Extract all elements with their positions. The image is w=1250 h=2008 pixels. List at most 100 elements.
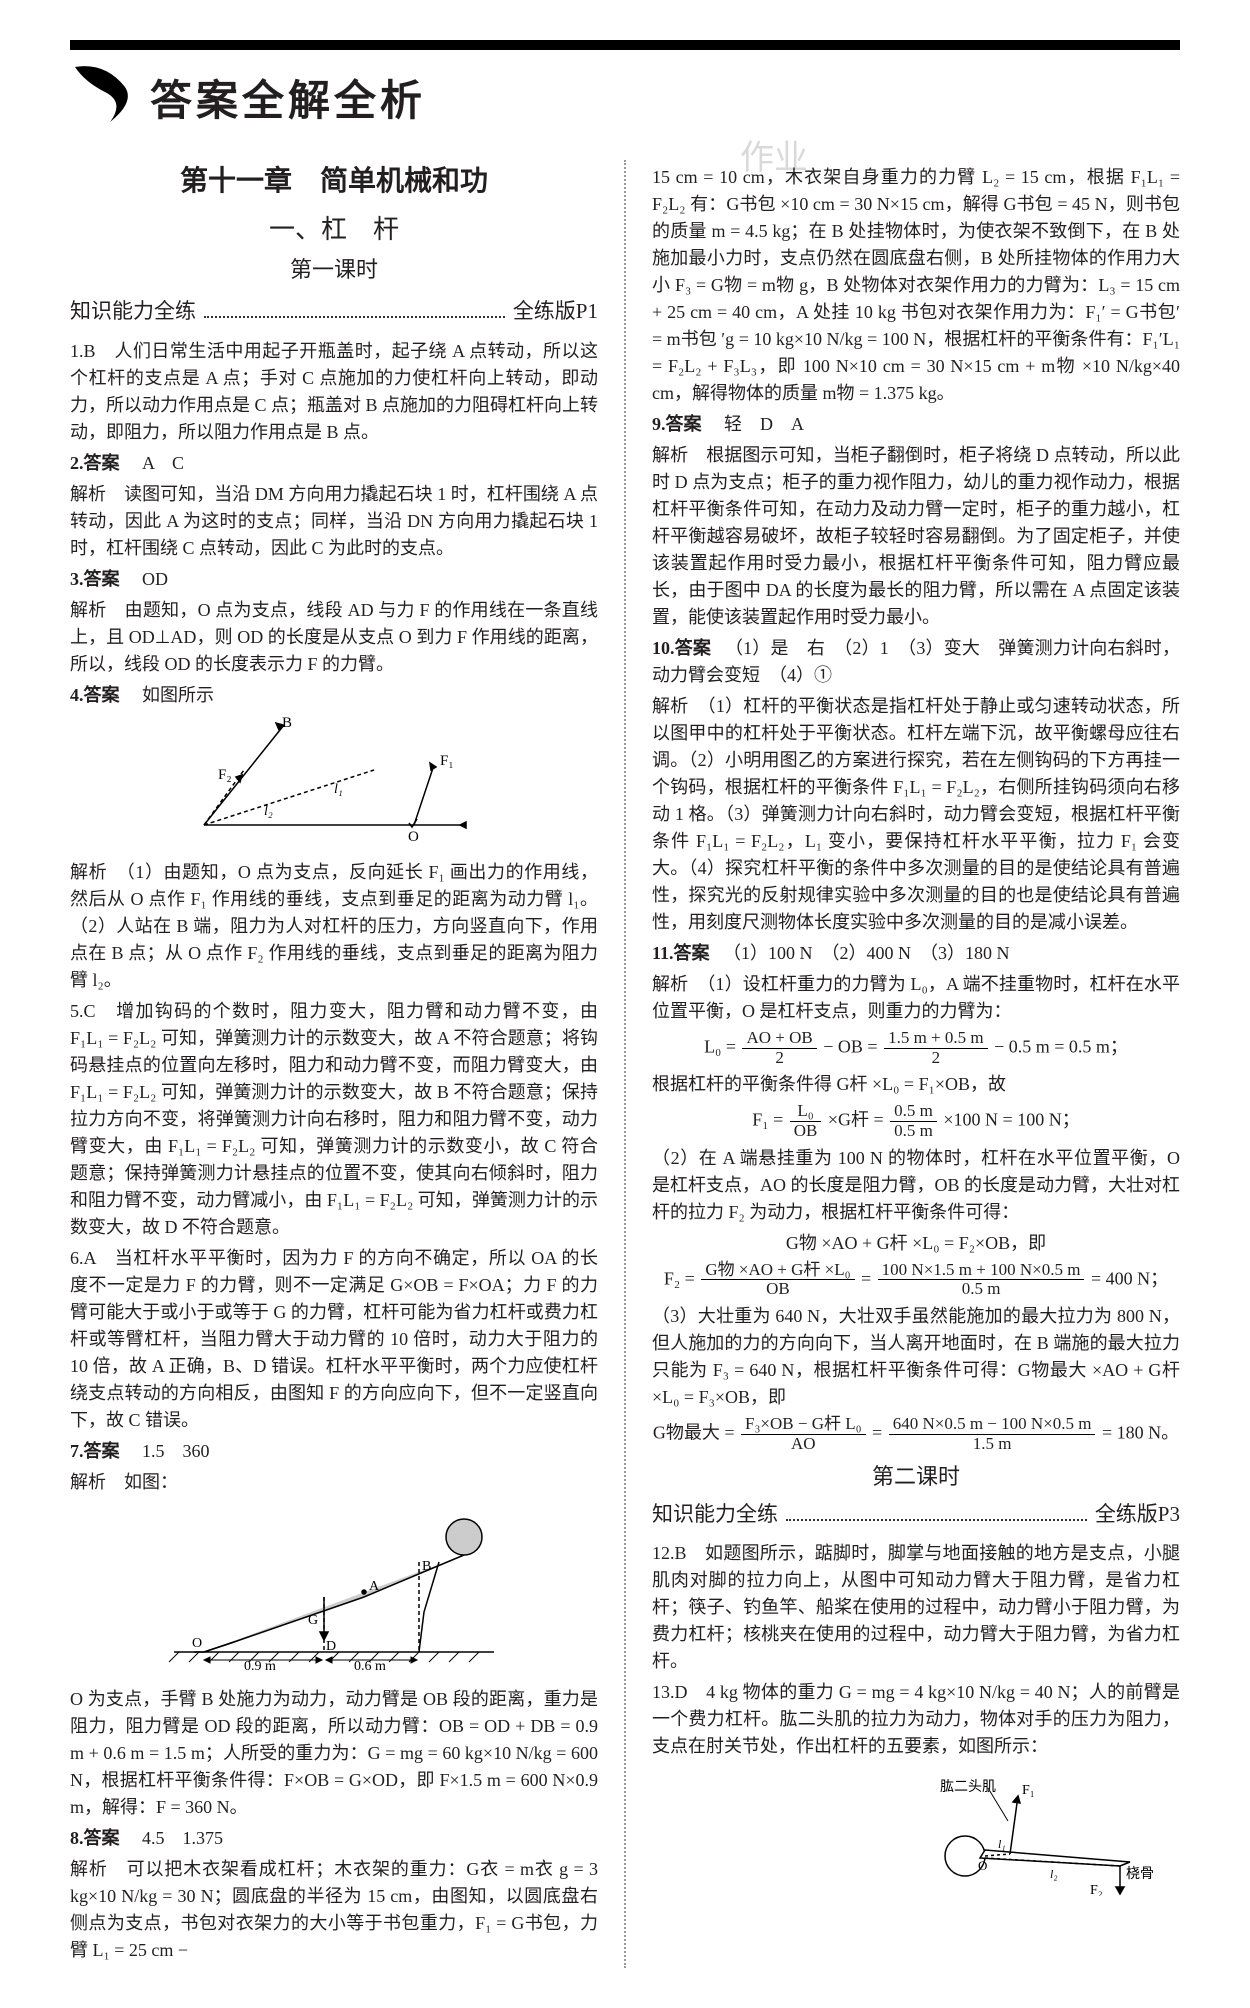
eq-lhs: F₁ = (752, 1110, 787, 1130)
frac-den: 1.5 m (889, 1435, 1096, 1454)
q10-exp: 解析 （1）杠杆的平衡状态是指杠杆处于静止或匀速转动状态，所以图甲中的杠杆处于平… (652, 693, 1180, 936)
q11-exp4: （3）大壮重为 640 N，大壮双手虽然能施加的最大拉力为 800 N，但人施加… (652, 1303, 1180, 1411)
frac-num: F₃×OB − G杆 L₀ (741, 1415, 866, 1435)
eq-tail: ×100 N = 100 N； (943, 1110, 1079, 1130)
label-l2: l₂ (264, 804, 273, 819)
eq-lhs: F₂ = (664, 1268, 699, 1288)
answer-label: 7.答案 (70, 1441, 120, 1461)
q1: 1.B 人们日常生活中用起子开瓶盖时，起子绕 A 点转动，所以这个杠杆的支点是 … (70, 338, 598, 446)
radius-bone-label: 桡骨 (1126, 1866, 1154, 1882)
q9-ans: 9.答案 轻 D A (652, 411, 1180, 438)
frac-den: 2 (742, 1049, 816, 1068)
q11-eq4: F₂ = G物 ×AO + G杆 ×L₀ OB = 100 N×1.5 m + … (652, 1261, 1180, 1299)
fraction: 640 N×0.5 m − 100 N×0.5 m 1.5 m (889, 1415, 1096, 1453)
answer-label: 4.答案 (70, 685, 120, 705)
ability-ref: 全练版P3 (1095, 1499, 1180, 1531)
swoosh-icon (70, 62, 140, 132)
frac-num: AO + OB (742, 1029, 816, 1049)
fraction: 1.5 m + 0.5 m 2 (884, 1029, 988, 1067)
dim-0.6: 0.6 m (354, 1659, 386, 1672)
answer-value: 轻 D A (724, 414, 804, 434)
lesson2-heading: 第二课时 (652, 1460, 1180, 1493)
eq-mid: = (872, 1422, 887, 1442)
answer-value: 如图所示 (142, 685, 214, 705)
frac-den: OB (790, 1122, 822, 1141)
q7-exp: O 为支点，手臂 B 处施力为动力，动力臂是 OB 段的距离，重力是阻力，阻力臂… (70, 1686, 598, 1821)
q11-exp2: 根据杠杆的平衡条件得 G杆 ×L₀ = F₁×OB，故 (652, 1071, 1180, 1098)
frac-den: 2 (884, 1049, 988, 1068)
label-G: G (308, 1613, 318, 1628)
q11-eq2: F₁ = L₀ OB ×G杆 = 0.5 m 0.5 m ×100 N = 10… (652, 1102, 1180, 1140)
answer-label: 11.答案 (652, 943, 710, 963)
answer-value: A C (142, 453, 184, 473)
label-D: D (326, 1639, 336, 1654)
q11-eq1: L₀ = AO + OB 2 − OB = 1.5 m + 0.5 m 2 − … (652, 1029, 1180, 1067)
eq-lhs: G物最大 = (653, 1422, 739, 1442)
fraction: 0.5 m 0.5 m (890, 1102, 937, 1140)
answer-label: 2.答案 (70, 453, 120, 473)
q11-exp1: 解析 （1）设杠杆重力的力臂为 L₀，A 端不挂重物时，杠杆在水平位置平衡，O … (652, 971, 1180, 1025)
fraction: G物 ×AO + G杆 ×L₀ OB (701, 1261, 854, 1299)
frac-num: 1.5 m + 0.5 m (884, 1029, 988, 1049)
frac-den: 0.5 m (890, 1122, 937, 1141)
label-F1: F₁ (1022, 1783, 1035, 1798)
ability-label: 知识能力全练 (652, 1499, 778, 1531)
q10-ans: 10.答案 （1）是 右 （2）1 （3）变大 弹簧测力计向右斜时，动力臂会变短… (652, 635, 1180, 689)
frac-num: 100 N×1.5 m + 100 N×0.5 m (878, 1261, 1085, 1281)
answer-label: 8.答案 (70, 1828, 120, 1848)
q13: 13.D 4 kg 物体的重力 G = mg = 4 kg×10 N/kg = … (652, 1679, 1180, 1760)
label-O: O (978, 1858, 987, 1873)
page-title: 答案全解全析 (150, 67, 426, 128)
fraction: F₃×OB − G杆 L₀ AO (741, 1415, 866, 1453)
q6: 6.A 当杠杆水平平衡时，因为力 F 的方向不确定，所以 OA 的长度不一定是力… (70, 1245, 598, 1434)
answer-value: （1）100 N （2）400 N （3）180 N (732, 943, 1010, 963)
ability-ref: 全练版P1 (513, 296, 598, 328)
section-heading: 一、杠 杆 (70, 210, 598, 249)
q3-exp: 解析 由题知，O 点为支点，线段 AD 与力 F 的作用线在一条直线上，且 OD… (70, 597, 598, 678)
label-l2: l₂ (1050, 1867, 1058, 1881)
ability-row: 知识能力全练 全练版P1 (70, 296, 598, 328)
label-F2: F₂ (1090, 1883, 1103, 1896)
fraction: 100 N×1.5 m + 100 N×0.5 m 0.5 m (878, 1261, 1085, 1299)
label-F2: F₂ (218, 767, 232, 783)
q13-diagram: 肱二头肌 F₁ F₂ l₁ l₂ O 桡骨 (652, 1766, 1180, 1904)
q8-continuation: 15 cm = 10 cm，木衣架自身重力的力臂 L₂ = 15 cm，根据 F… (652, 164, 1180, 407)
label-l1: l₁ (334, 782, 343, 797)
ability-row-2: 知识能力全练 全练版P3 (652, 1499, 1180, 1531)
answer-value: 4.5 1.375 (142, 1828, 223, 1848)
eq-tail: − 0.5 m = 0.5 m； (994, 1036, 1128, 1056)
eq-tail: = 400 N； (1091, 1268, 1168, 1288)
q2-exp: 解析 读图可知，当沿 DM 方向用力撬起石块 1 时，杠杆围绕 A 点转动，因此… (70, 481, 598, 562)
label-O: O (192, 1636, 202, 1651)
two-column-layout: 第十一章 简单机械和功 一、杠 杆 第一课时 知识能力全练 全练版P1 1.B … (70, 160, 1180, 1968)
right-column: 15 cm = 10 cm，木衣架自身重力的力臂 L₂ = 15 cm，根据 F… (624, 160, 1180, 1968)
q12: 12.B 如题图所示，踮脚时，脚掌与地面接触的地方是支点，小腿肌肉对脚的拉力向上… (652, 1540, 1180, 1675)
dotted-leader (204, 303, 505, 318)
eq-mid: − OB = (823, 1036, 882, 1056)
fraction: AO + OB 2 (742, 1029, 816, 1067)
q9-exp: 解析 根据图示可知，当柜子翻倒时，柜子将绕 D 点转动，所以此时 D 点为支点；… (652, 442, 1180, 631)
frac-den: 0.5 m (878, 1280, 1085, 1299)
q8-ans: 8.答案 4.5 1.375 (70, 1825, 598, 1852)
q11-exp3: （2）在 A 端悬挂重为 100 N 的物体时，杠杆在水平位置平衡，O 是杠杆支… (652, 1145, 1180, 1226)
answer-value: 1.5 360 (142, 1441, 210, 1461)
q4-exp: 解析 （1）由题知，O 点为支点，反向延长 F₁ 画出力的作用线，然后从 O 点… (70, 859, 598, 994)
watermark: 作业 (740, 130, 808, 179)
answer-label: 3.答案 (70, 569, 120, 589)
frac-num: G物 ×AO + G杆 ×L₀ (701, 1261, 854, 1281)
q11-eq5: G物最大 = F₃×OB − G杆 L₀ AO = 640 N×0.5 m − … (652, 1415, 1180, 1453)
label-A: A (369, 1579, 380, 1594)
eq-tail: = 180 N。 (1102, 1422, 1179, 1442)
q4-diagram: B F₁ F₂ l₁ l₂ O (70, 715, 598, 853)
top-rule (70, 40, 1180, 50)
q2-ans: 2.答案 A C (70, 450, 598, 477)
q3-ans: 3.答案 OD (70, 566, 598, 593)
label-B: B (422, 1559, 431, 1574)
answer-value: （1）是 右 （2）1 （3）变大 弹簧测力计向右斜时，动力臂会变短 （4）① (652, 638, 1180, 685)
q7-diagram: O A B D G 0.9 m 0.6 m (70, 1502, 598, 1680)
page-root: 答案全解全析 作业 第十一章 简单机械和功 一、杠 杆 第一课时 知识能力全练 … (0, 0, 1250, 2008)
eq-mid: = (861, 1268, 876, 1288)
biceps-label: 肱二头肌 (940, 1779, 996, 1795)
dim-0.9: 0.9 m (244, 1659, 276, 1672)
left-column: 第十一章 简单机械和功 一、杠 杆 第一课时 知识能力全练 全练版P1 1.B … (70, 160, 598, 1968)
